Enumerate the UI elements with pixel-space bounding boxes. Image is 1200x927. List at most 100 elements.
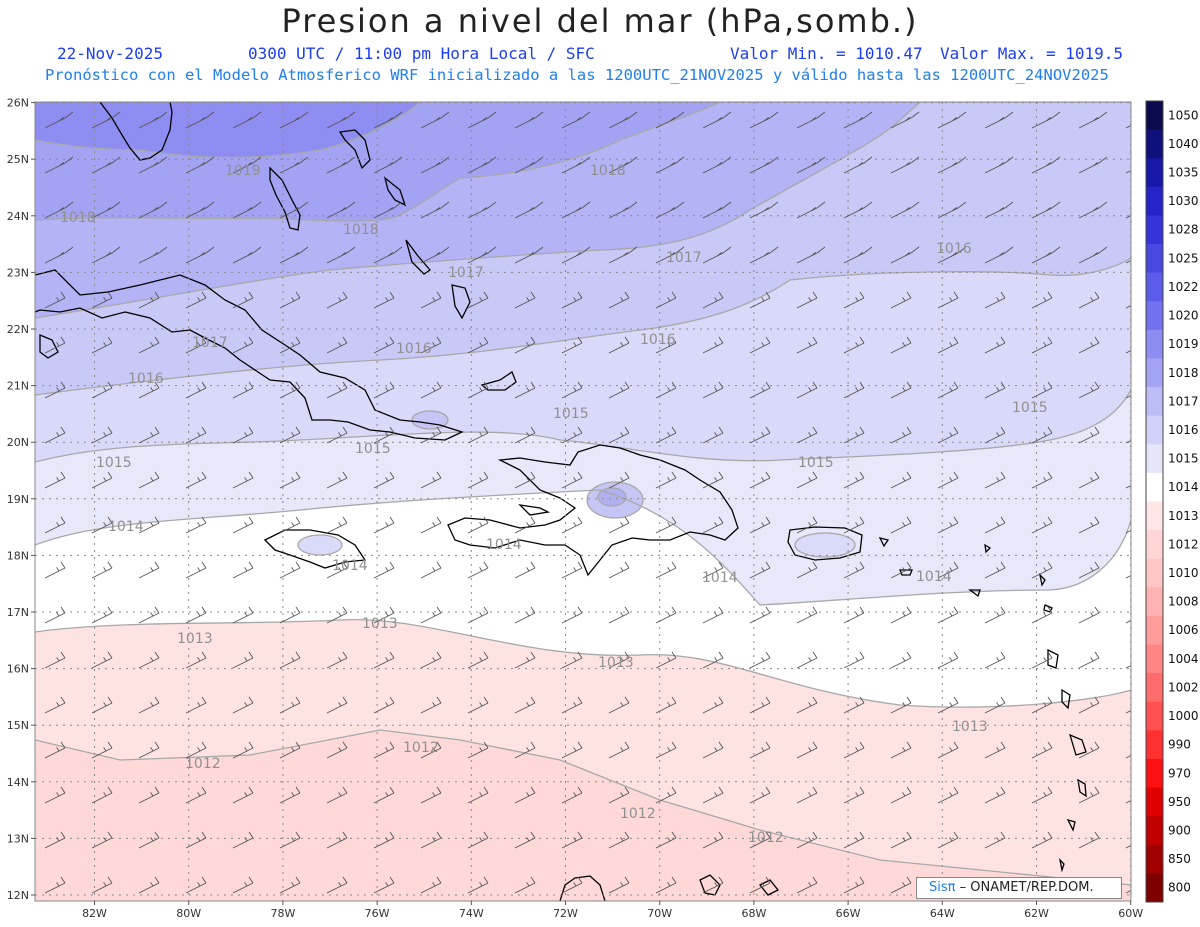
colorbar-swatch [1146,129,1163,159]
wind-barb [420,336,442,354]
wind-barb [420,426,442,444]
wind-barb [326,606,348,624]
wind-barb [467,561,489,579]
wind-barb [91,561,113,579]
wind-barb [44,561,66,579]
wind-barb [185,201,215,219]
lon-label: 82W [82,907,107,920]
wind-barb [702,651,724,669]
colorbar-label: 1017 [1168,394,1199,408]
colorbar-label: 1030 [1168,194,1199,208]
wind-barb [1078,651,1100,669]
wind-barb [1125,709,1131,714]
wind-barb [937,111,967,129]
wind-barb [608,201,638,219]
wind-barb [608,696,630,714]
wind-barb [655,741,677,759]
wind-barb [467,426,489,444]
colorbar-swatch [1146,215,1163,245]
wind-barb [655,336,677,354]
wind-barb [138,201,168,219]
wind-barb [1125,619,1131,624]
wind-barb [91,111,121,129]
wind-barb [326,741,348,759]
colorbar-label: 1019 [1168,337,1199,351]
wind-barb [232,786,254,804]
wind-barb [185,291,207,309]
wind-barb [1078,606,1100,624]
wind-barb [796,696,818,714]
colorbar-swatch [1146,101,1163,131]
wind-barb [796,741,818,759]
wind-barb [91,831,113,849]
colorbar-label: 1050 [1168,108,1199,122]
contour-label: 1016 [640,332,676,348]
wind-barb [702,201,732,219]
wind-barb [796,876,818,894]
colorbar-label: 1013 [1168,509,1199,523]
organization: – ONAMET/REP.DOM. [955,880,1094,895]
wind-barb [608,561,630,579]
lon-label: 60W [1118,907,1143,920]
contour-label: 1016 [396,341,432,357]
wind-barb [373,696,395,714]
wind-barb [937,336,959,354]
wind-barb [608,516,630,534]
wind-barb [373,471,395,489]
wind-barb [373,516,395,534]
colorbar-label: 1035 [1168,166,1199,180]
wind-barb [44,156,74,174]
wind-barb [890,516,912,534]
lon-label: 74W [459,907,484,920]
wind-barb [91,246,121,264]
colorbar-label: 1022 [1168,280,1199,294]
lon-label: 72W [553,907,578,920]
wind-barb [514,291,536,309]
colorbar-label: 1000 [1168,709,1199,723]
wind-barb [44,111,74,129]
colorbar-label: 970 [1168,766,1191,780]
wind-barb [655,381,677,399]
wind-barb [561,696,583,714]
wind-barb [937,606,959,624]
wind-barb [796,156,826,174]
wind-barb [467,696,489,714]
wind-barb [279,606,301,624]
wind-barb [796,606,818,624]
lat-label: 14N [7,776,29,789]
wind-barb [514,426,536,444]
wind-barb [514,651,536,669]
wind-barb [232,111,262,129]
wind-barb [1125,304,1131,309]
wind-barb [937,156,967,174]
wind-barb [232,156,262,174]
wind-barb [890,426,912,444]
wind-barb [1078,111,1108,129]
wind-barb [1031,606,1053,624]
wind-barb [1031,291,1053,309]
lon-label: 66W [836,907,861,920]
colorbar-label: 1008 [1168,595,1199,609]
wind-barb [44,291,66,309]
wind-barb [44,831,66,849]
lon-label: 62W [1024,907,1049,920]
wind-barb [561,786,583,804]
wind-barb [232,471,254,489]
lat-label: 23N [7,266,29,279]
wind-barb [1078,246,1108,264]
wind-barb [420,291,442,309]
colorbar-swatch [1146,186,1163,216]
wind-barb [937,246,967,264]
wind-barb [890,651,912,669]
wind-barb [608,291,630,309]
wind-barb [749,696,771,714]
contour-label: 1016 [128,371,164,387]
colorbar-label: 1006 [1168,623,1199,637]
wind-barb [843,381,865,399]
wind-barb [91,426,113,444]
wind-barb [326,246,356,264]
colorbar-swatch [1146,244,1163,274]
contour-label: 1013 [177,631,213,647]
wind-barb [91,201,121,219]
wind-barb [702,786,724,804]
